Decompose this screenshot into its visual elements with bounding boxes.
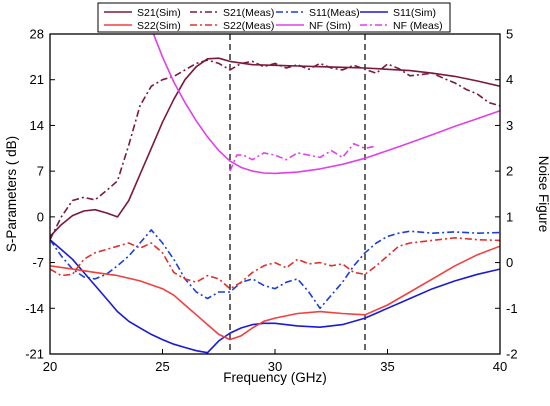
y-tick-label-7: 28 xyxy=(30,27,44,42)
legend-label-0: S21(Sim) xyxy=(137,7,181,19)
y2-axis-title: Noise Figure xyxy=(536,156,550,233)
series-line-4 xyxy=(50,245,500,341)
legend-box xyxy=(97,2,451,33)
legend-label-6: NF (Sim) xyxy=(309,20,351,32)
legend-label-4: S22(Sim) xyxy=(137,20,181,32)
y2-tick-label-7: 5 xyxy=(506,27,513,42)
x-tick-label-3: 35 xyxy=(380,359,394,374)
legend-label-2: S11(Meas) xyxy=(309,7,360,19)
series-line-2 xyxy=(50,229,500,310)
y-tick-label-6: 21 xyxy=(30,72,44,87)
plot-frame xyxy=(49,33,501,355)
y-tick-label-2: -7 xyxy=(32,255,44,270)
series-line-1 xyxy=(50,59,500,241)
legend-label-1: S21(Meas) xyxy=(223,7,274,19)
x-axis-title: Frequency (GHz) xyxy=(223,370,327,385)
y-tick-label-0: -21 xyxy=(25,347,44,362)
y-axis-title: S-Parameters ( dB) xyxy=(4,136,19,252)
series-line-5 xyxy=(50,237,500,290)
y2-tick-label-5: 3 xyxy=(506,118,513,133)
x-tick-label-1: 25 xyxy=(155,359,169,374)
y-tick-label-4: 7 xyxy=(37,164,44,179)
x-tick-label-2: 30 xyxy=(268,359,282,374)
series-line-7 xyxy=(229,142,377,172)
y2-tick-label-2: 0 xyxy=(506,255,513,270)
x-tick-label-4: 40 xyxy=(493,359,507,374)
y2-tick-label-3: 1 xyxy=(506,209,513,224)
y2-tick-label-0: -2 xyxy=(506,347,518,362)
y-tick-label-1: -14 xyxy=(25,301,44,316)
series-line-6 xyxy=(152,34,500,175)
y2-tick-label-4: 2 xyxy=(506,164,513,179)
y2-tick-label-1: -1 xyxy=(506,301,518,316)
y-tick-label-3: 0 xyxy=(37,209,44,224)
axes: 20 25 30 35 40 -21 -14 -7 0 7 14 21 28 -2 -1 0 1 2 3 4 5 xyxy=(25,27,517,375)
x-tick-label-0: 20 xyxy=(43,359,57,374)
series-line-0 xyxy=(50,57,500,237)
y-tick-label-5: 14 xyxy=(30,118,44,133)
legend-label-3: S11(Sim) xyxy=(393,7,436,19)
plot-area xyxy=(50,34,500,354)
series-line-3 xyxy=(50,239,500,354)
legend-label-5: S22(Meas) xyxy=(223,20,274,32)
y2-tick-label-6: 4 xyxy=(506,72,513,87)
legend: S21(Sim) S21(Meas) S11(Meas) S11(Sim) S22(Si… xyxy=(97,2,451,33)
legend-label-7: NF (Meas) xyxy=(393,20,443,32)
